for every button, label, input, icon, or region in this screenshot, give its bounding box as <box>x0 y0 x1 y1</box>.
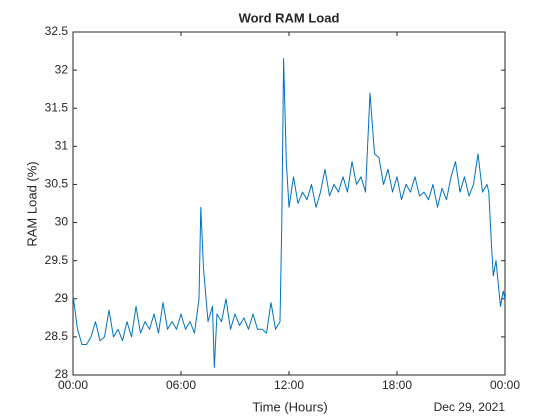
y-tick-label: 32 <box>55 62 69 76</box>
y-axis-label: RAM Load (%) <box>24 161 39 246</box>
x-tick-label: 12:00 <box>274 378 304 392</box>
x-tick-label: 00:00 <box>58 378 88 392</box>
data-line <box>72 58 506 368</box>
x-tick-label: 00:00 <box>490 378 520 392</box>
y-tick-label: 28.5 <box>45 329 69 343</box>
y-tick-label: 30.5 <box>45 177 69 191</box>
y-tick-label: 31.5 <box>45 100 69 114</box>
x-axis-label: Time (Hours) <box>252 399 327 414</box>
y-tick-label: 30 <box>55 215 69 229</box>
date-label: Dec 29, 2021 <box>434 400 506 414</box>
chart-title: Word RAM Load <box>239 10 340 25</box>
x-tick-label: 18:00 <box>382 378 412 392</box>
y-tick-label: 29 <box>55 291 69 305</box>
x-tick-label: 06:00 <box>166 378 196 392</box>
y-tick-label: 29.5 <box>45 253 69 267</box>
y-tick-label: 28 <box>55 367 69 381</box>
y-tick-label: 32.5 <box>45 24 69 38</box>
y-tick-label: 31 <box>55 139 69 153</box>
